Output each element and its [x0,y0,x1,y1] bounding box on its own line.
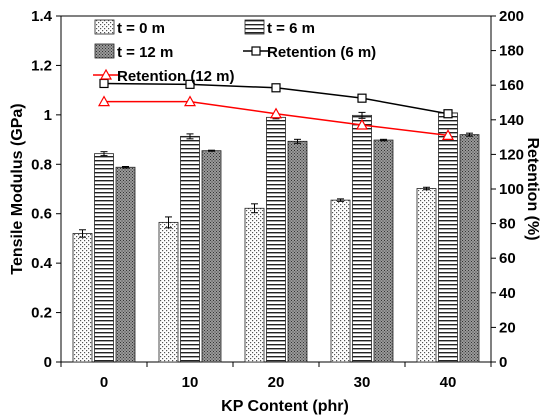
x-tick-label: 10 [182,374,199,391]
legend-swatch-crosshatch [94,43,115,59]
legend-swatch-dots [94,19,115,35]
square-marker [271,83,281,93]
x-tick-label: 0 [100,374,108,391]
y-tick-label: 0.2 [31,305,52,322]
y2-tick-label: 120 [499,146,524,163]
legend-label: t = 0 m [117,20,165,37]
lines-group [97,78,455,140]
legend-label: Retention (12 m) [117,68,235,85]
triangle-marker [97,95,111,107]
x-axis-title: KP Content (phr) [221,398,349,415]
triangle-marker [269,107,283,119]
y-tick-label: 0.6 [31,206,52,223]
x-tick-label: 20 [268,374,285,391]
legend: t = 0 m t = 6 m t = 12 m Retention (6 m) Ret… [93,19,376,85]
bar-dots [244,207,265,363]
y2-tick-label: 40 [499,285,516,302]
square-marker [185,79,195,89]
bar-crosshatch [287,140,308,363]
triangle-marker [183,95,197,107]
y-tick-label: 0.8 [31,156,52,173]
legend-label: t = 12 m [117,44,173,61]
bar-hlines [266,116,286,363]
x-tick-label: 30 [354,374,371,391]
square-marker [443,109,453,119]
square-marker [99,78,109,89]
legend-swatch-hlines [244,19,265,35]
y2-tick-label: 200 [499,8,524,25]
y2-tick-label: 80 [499,216,516,233]
y-tick-label: 0 [44,354,52,371]
y-tick-label: 0.4 [31,255,53,272]
y2-tick-label: 0 [499,354,507,371]
bar-dots [72,233,93,363]
triangle-marker [355,118,369,130]
bar-hlines [94,153,114,363]
bar-crosshatch [373,139,394,363]
y2-tick-label: 180 [499,43,524,60]
bar-dots [158,221,179,363]
y2-tick-label: 20 [499,319,516,336]
y-tick-label: 1.4 [31,8,53,25]
axes-group: 00.20.40.60.811.21.402040608010012014016… [31,8,524,391]
legend-label: Retention (6 m) [267,44,376,61]
y-axis-title: Tensile Modulus (GPa) [9,103,26,274]
y2-tick-label: 140 [499,112,524,129]
y-tick-label: 1.2 [31,57,52,74]
legend-label: t = 6 m [267,20,315,37]
x-tick-label: 40 [440,374,457,391]
bar-hlines [352,114,372,363]
bar-dots [416,188,437,363]
bar-crosshatch [115,166,136,363]
y2-axis-title: Retention (%) [524,137,541,240]
bar-dots [330,199,351,363]
bars-group [72,110,480,363]
triangle-marker [441,129,455,140]
y-tick-label: 1 [44,107,52,124]
bar-hlines [438,112,458,363]
bar-hlines [180,135,200,363]
y2-tick-label: 160 [499,77,524,94]
y2-tick-label: 60 [499,250,516,267]
bar-crosshatch [201,150,222,363]
y2-tick-label: 100 [499,181,524,198]
legend-swatch-triangle [99,68,113,80]
square-marker [357,93,367,103]
legend-swatch-square [251,46,261,56]
bar-crosshatch [459,134,480,363]
